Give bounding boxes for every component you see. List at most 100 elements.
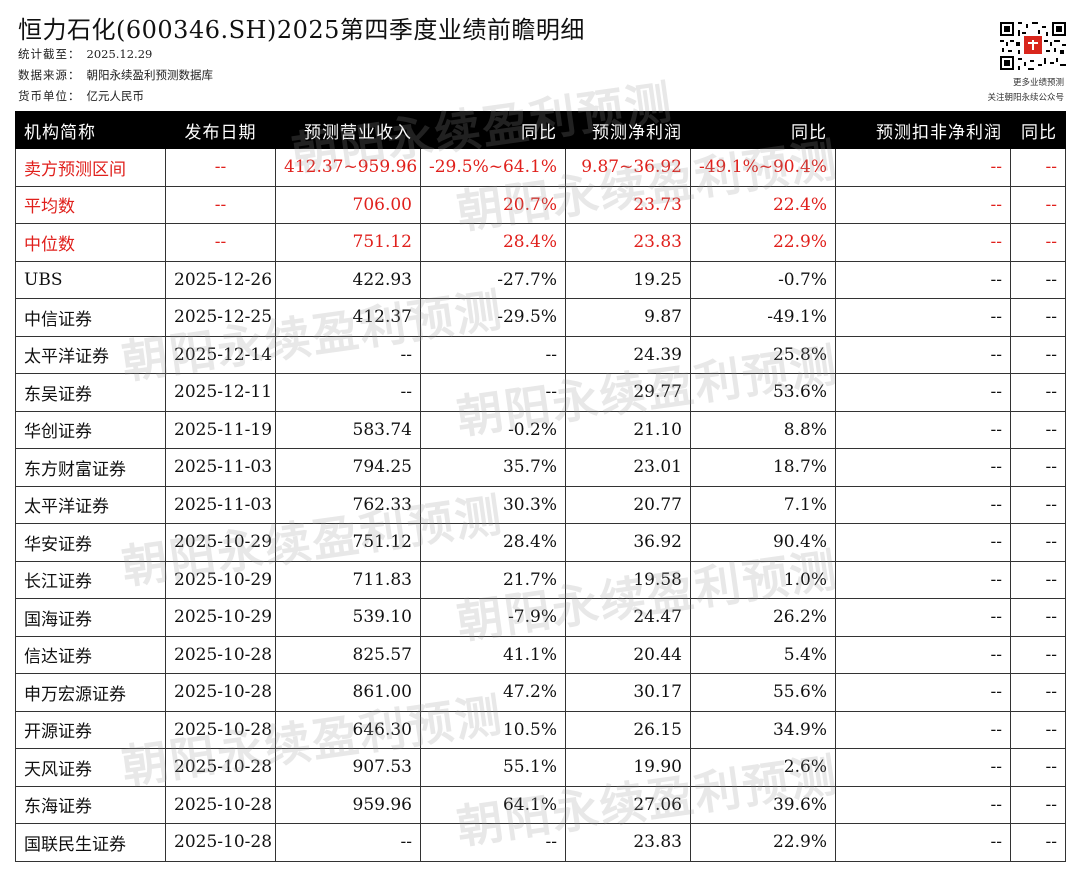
cell-forecast-revenue: --	[275, 373, 421, 412]
cell-forecast-net-profit: 24.39	[565, 335, 691, 374]
qr-caption: 更多业绩预测	[1012, 78, 1064, 88]
cell-institution: 东方财富证券	[15, 448, 166, 487]
cell-deducted-net-profit-yoy: --	[1010, 598, 1066, 637]
cell-net-profit-yoy: -0.7%	[690, 260, 836, 299]
cell-forecast-net-profit: 21.10	[565, 410, 691, 449]
cell-forecast-deducted-net-profit: --	[835, 710, 1011, 749]
cell-institution: 中位数	[15, 223, 166, 262]
cell-forecast-revenue: 706.00	[275, 185, 421, 224]
cell-revenue-yoy: -7.9%	[420, 598, 566, 637]
cell-forecast-deducted-net-profit: --	[835, 673, 1011, 712]
cell-release-date: 2025-10-29	[165, 560, 276, 599]
table-row: 太平洋证券 2025-12-14 -- -- 24.39 25.8% -- --	[15, 335, 1066, 374]
cell-forecast-net-profit: 20.44	[565, 635, 691, 674]
table-row: 中信证券 2025-12-25 412.37 -29.5% 9.87 -49.1% -- --	[15, 298, 1066, 337]
table-row: 天风证券 2025-10-28 907.53 55.1% 19.90 2.6% -- --	[15, 748, 1066, 787]
summary-row: 中位数 -- 751.12 28.4% 23.83 22.9% -- --	[15, 223, 1066, 262]
cell-release-date: 2025-10-28	[165, 673, 276, 712]
cell-revenue-yoy: -27.7%	[420, 260, 566, 299]
meta-value: 2025.12.29	[86, 47, 153, 61]
cell-forecast-net-profit: 20.77	[565, 485, 691, 524]
cell-release-date: 2025-10-28	[165, 710, 276, 749]
cell-release-date: 2025-10-28	[165, 785, 276, 824]
column-header-net-profit-yoy: 同比	[690, 111, 836, 149]
cell-net-profit-yoy: 22.4%	[690, 185, 836, 224]
cell-deducted-net-profit-yoy: --	[1010, 485, 1066, 524]
cell-institution: 开源证券	[15, 710, 166, 749]
meta-label: 统计截至：	[18, 47, 81, 61]
cell-forecast-deducted-net-profit: --	[835, 635, 1011, 674]
cell-institution: 平均数	[15, 185, 166, 224]
page-title: 恒力石化(600346.SH)2025第四季度业绩前瞻明细	[18, 16, 585, 44]
cell-release-date: 2025-12-11	[165, 373, 276, 412]
cell-forecast-deducted-net-profit: --	[835, 410, 1011, 449]
cell-release-date: --	[165, 185, 276, 224]
forecast-table: 机构简称 发布日期 预测营业收入 同比 预测净利润 同比 预测扣非净利润 同比 …	[15, 111, 1066, 862]
cell-forecast-revenue: 762.33	[275, 485, 421, 524]
cell-forecast-revenue: 751.12	[275, 223, 421, 262]
cell-forecast-net-profit: 19.25	[565, 260, 691, 299]
cell-net-profit-yoy: 1.0%	[690, 560, 836, 599]
column-header-forecast-deducted-net-profit: 预测扣非净利润	[835, 111, 1011, 149]
cell-release-date: --	[165, 223, 276, 262]
cell-forecast-revenue: 861.00	[275, 673, 421, 712]
cell-deducted-net-profit-yoy: --	[1010, 148, 1066, 187]
cell-institution: 卖方预测区间	[15, 148, 166, 187]
cell-forecast-revenue: 422.93	[275, 260, 421, 299]
table-row: 华安证券 2025-10-29 751.12 28.4% 36.92 90.4% -- --	[15, 523, 1066, 562]
cell-forecast-revenue: 412.37	[275, 298, 421, 337]
cell-net-profit-yoy: 2.6%	[690, 748, 836, 787]
cell-forecast-deducted-net-profit: --	[835, 785, 1011, 824]
cell-deducted-net-profit-yoy: --	[1010, 785, 1066, 824]
column-header-forecast-revenue: 预测营业收入	[275, 111, 421, 149]
cell-forecast-revenue: 583.74	[275, 410, 421, 449]
column-header-deducted-net-profit-yoy: 同比	[1010, 111, 1066, 149]
meta-currency-unit: 货币单位： 亿元人民币	[18, 88, 144, 104]
cell-forecast-deducted-net-profit: --	[835, 185, 1011, 224]
column-header-revenue-yoy: 同比	[420, 111, 566, 149]
cell-forecast-net-profit: 19.58	[565, 560, 691, 599]
cell-net-profit-yoy: 25.8%	[690, 335, 836, 374]
cell-release-date: 2025-11-03	[165, 485, 276, 524]
cell-net-profit-yoy: 8.8%	[690, 410, 836, 449]
cell-institution: 国联民生证券	[15, 823, 166, 862]
cell-revenue-yoy: 41.1%	[420, 635, 566, 674]
cell-release-date: 2025-12-14	[165, 335, 276, 374]
cell-deducted-net-profit-yoy: --	[1010, 373, 1066, 412]
cell-net-profit-yoy: -49.1%	[690, 298, 836, 337]
qr-code-icon	[1000, 22, 1066, 70]
cell-revenue-yoy: -29.5%	[420, 298, 566, 337]
cell-forecast-deducted-net-profit: --	[835, 298, 1011, 337]
cell-forecast-revenue: --	[275, 335, 421, 374]
cell-forecast-revenue: 907.53	[275, 748, 421, 787]
cell-forecast-net-profit: 23.01	[565, 448, 691, 487]
table-row: UBS 2025-12-26 422.93 -27.7% 19.25 -0.7% -- --	[15, 260, 1066, 299]
cell-forecast-deducted-net-profit: --	[835, 260, 1011, 299]
cell-forecast-net-profit: 30.17	[565, 673, 691, 712]
meta-value: 朝阳永续盈利预测数据库	[86, 68, 214, 82]
table-row: 国海证券 2025-10-29 539.10 -7.9% 24.47 26.2% -- --	[15, 598, 1066, 637]
cell-forecast-net-profit: 9.87	[565, 298, 691, 337]
cell-institution: 太平洋证券	[15, 485, 166, 524]
column-header-release-date: 发布日期	[165, 111, 276, 149]
cell-forecast-deducted-net-profit: --	[835, 523, 1011, 562]
cell-net-profit-yoy: 90.4%	[690, 523, 836, 562]
cell-forecast-deducted-net-profit: --	[835, 823, 1011, 862]
cell-release-date: 2025-11-19	[165, 410, 276, 449]
cell-revenue-yoy: 10.5%	[420, 710, 566, 749]
cell-forecast-net-profit: 27.06	[565, 785, 691, 824]
cell-release-date: 2025-10-29	[165, 598, 276, 637]
cell-forecast-net-profit: 36.92	[565, 523, 691, 562]
table-row: 太平洋证券 2025-11-03 762.33 30.3% 20.77 7.1% -- --	[15, 485, 1066, 524]
cell-revenue-yoy: 28.4%	[420, 223, 566, 262]
cell-forecast-revenue: 794.25	[275, 448, 421, 487]
meta-value: 亿元人民币	[86, 89, 145, 103]
cell-revenue-yoy: -0.2%	[420, 410, 566, 449]
table-row: 申万宏源证券 2025-10-28 861.00 47.2% 30.17 55.6% -- -…	[15, 673, 1066, 712]
table-row: 开源证券 2025-10-28 646.30 10.5% 26.15 34.9% -- --	[15, 710, 1066, 749]
cell-deducted-net-profit-yoy: --	[1010, 185, 1066, 224]
cell-forecast-net-profit: 29.77	[565, 373, 691, 412]
meta-label: 货币单位：	[18, 89, 81, 103]
cell-revenue-yoy: 35.7%	[420, 448, 566, 487]
summary-row: 卖方预测区间 -- 412.37~959.96 -29.5%~64.1% 9.87~36…	[15, 148, 1066, 187]
